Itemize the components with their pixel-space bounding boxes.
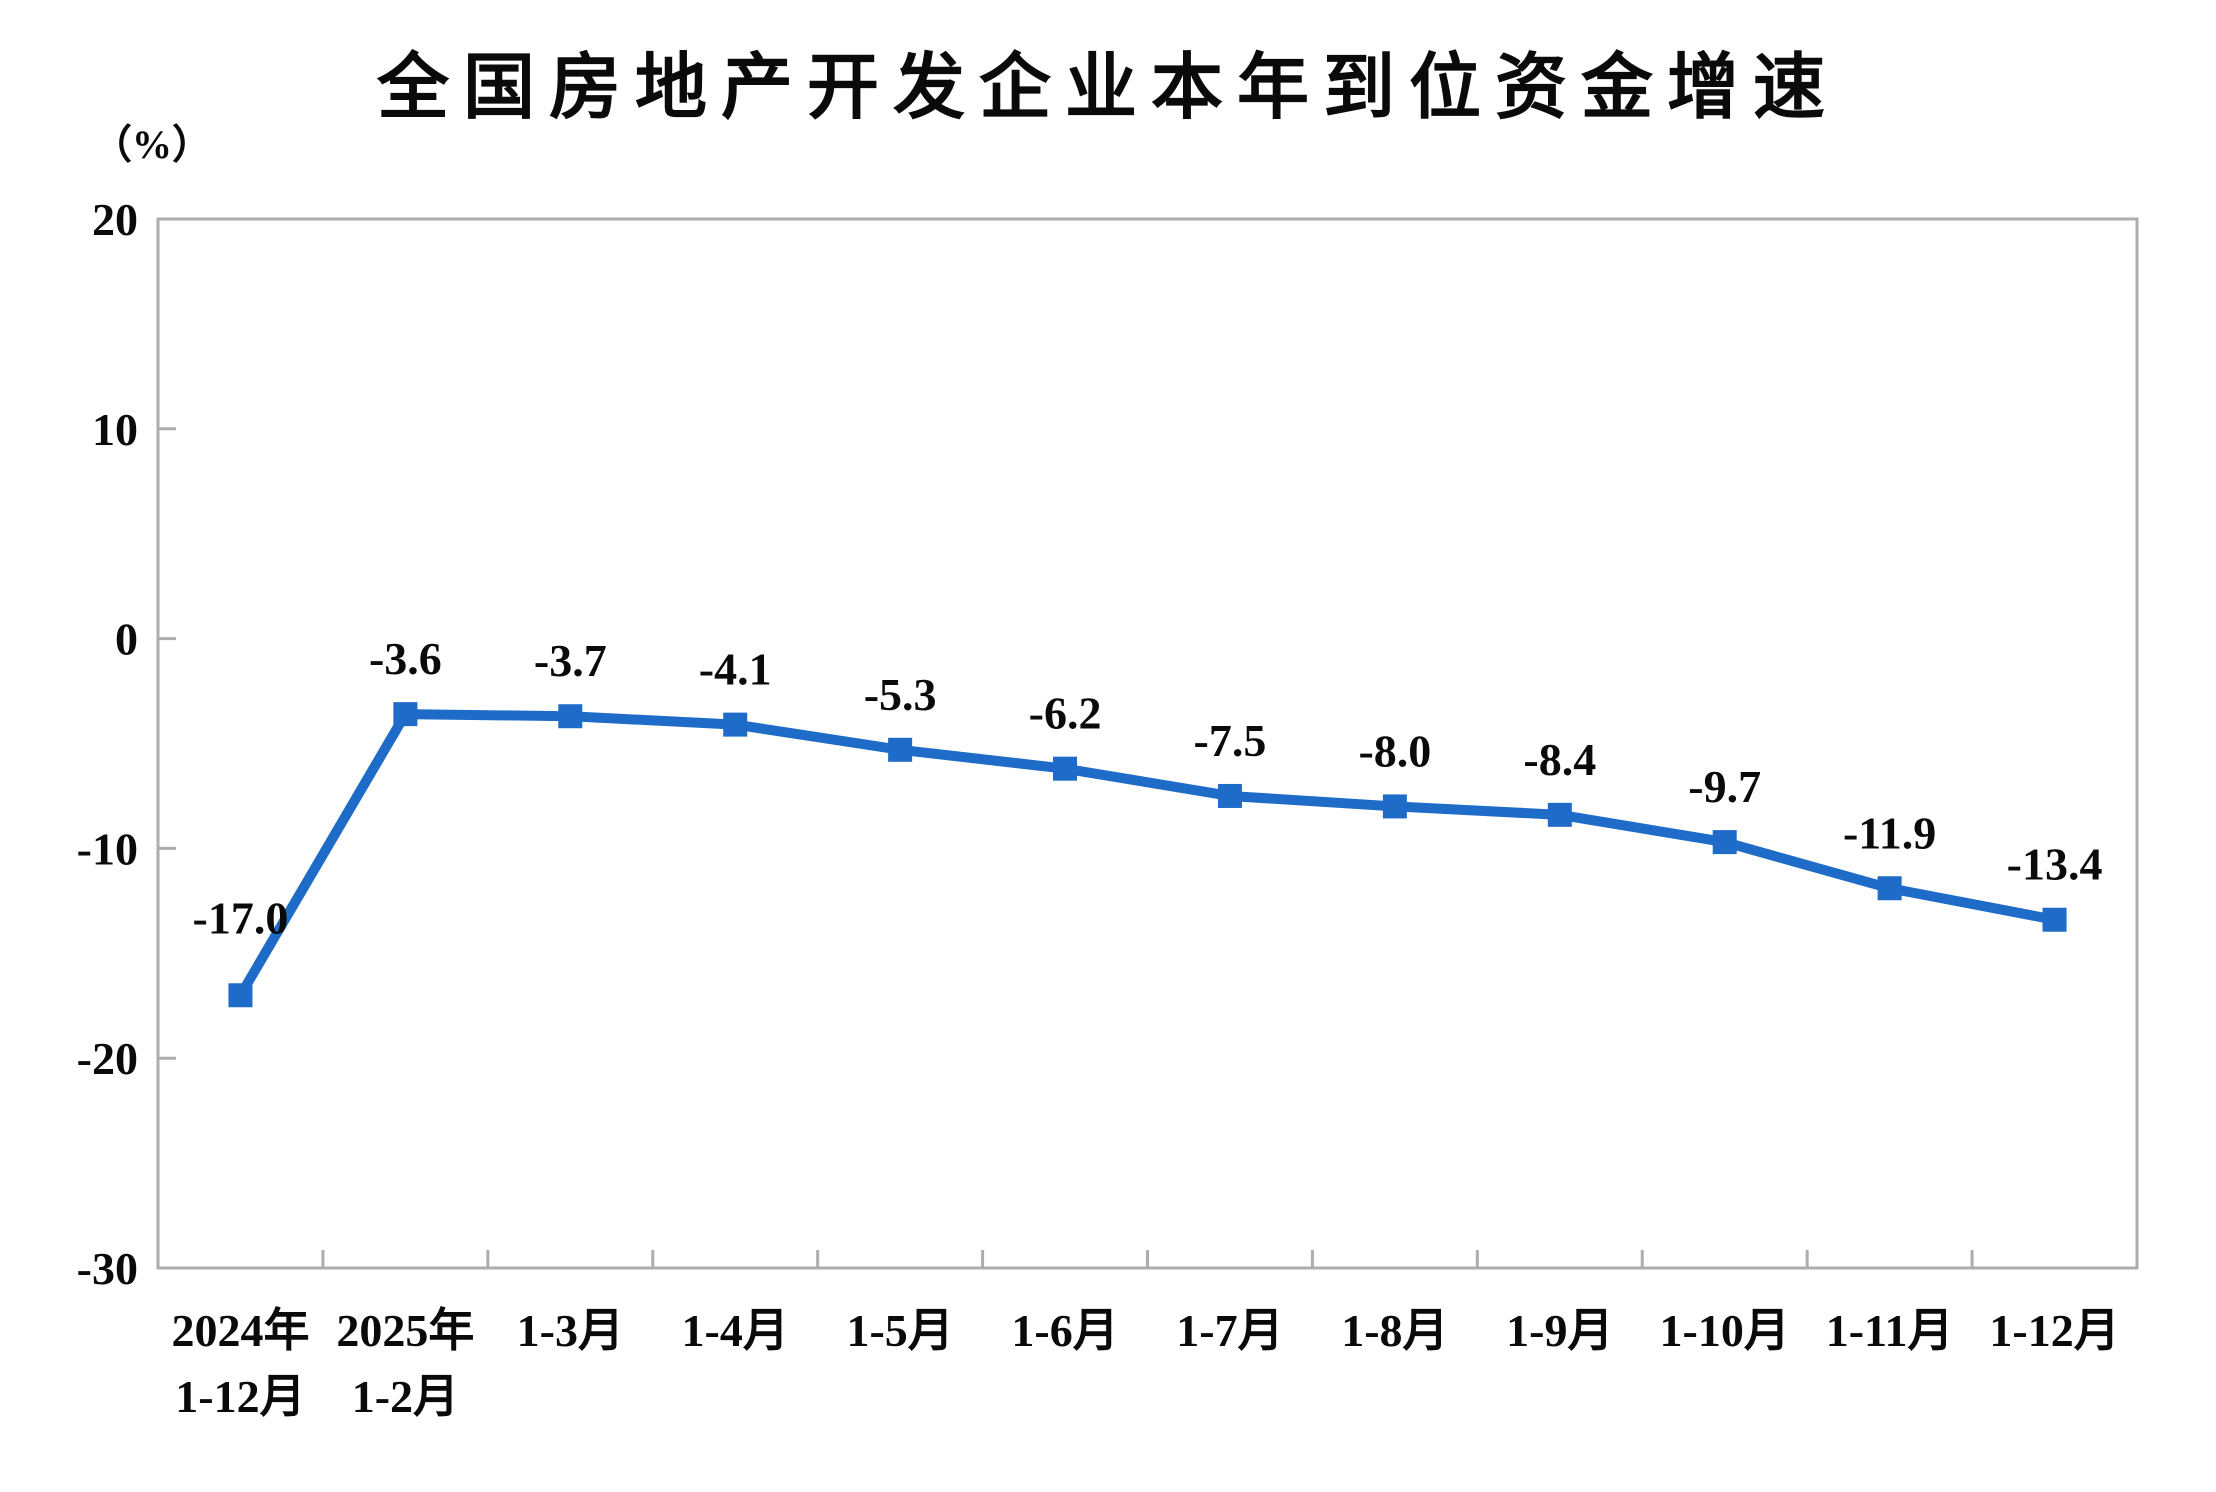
data-point-marker: [1712, 830, 1737, 855]
x-axis-category-label: 1-11月: [1826, 1305, 1954, 1356]
data-point-label: -7.5: [1194, 715, 1267, 766]
x-axis-category-label: 1-6月: [1011, 1305, 1118, 1356]
data-point-label: -5.3: [864, 669, 937, 720]
data-point-label: -8.4: [1523, 734, 1596, 785]
x-axis-category-label: 1-10月: [1660, 1305, 1790, 1356]
data-point-marker: [393, 702, 418, 727]
y-axis-unit-label: （%）: [92, 122, 212, 167]
data-point-marker: [723, 712, 748, 737]
data-point-marker: [1053, 756, 1078, 781]
y-axis-tick-label: -10: [77, 823, 138, 874]
x-axis-category-label: 2024年 1-12月: [171, 1305, 309, 1422]
x-axis-category-label: 1-4月: [682, 1305, 789, 1356]
data-point-label: -13.4: [2007, 839, 2103, 890]
data-point-label: -11.9: [1843, 807, 1936, 858]
x-axis-category-label: 1-9月: [1506, 1305, 1613, 1356]
data-point-label: -6.2: [1029, 688, 1102, 739]
y-axis-tick-label: -20: [77, 1033, 138, 1084]
data-line: [235, 709, 2060, 1001]
x-axis-category-label: 2025年 1-2月: [336, 1305, 474, 1422]
data-point-label: -4.1: [699, 644, 772, 695]
y-axis-tick-label: 20: [92, 194, 138, 245]
data-point-marker: [1217, 783, 1242, 808]
chart-title: 全国房地产开发企业本年到位资金增速: [376, 48, 1839, 128]
data-point-label: -8.0: [1358, 725, 1431, 776]
x-axis-category-label: 1-5月: [846, 1305, 953, 1356]
x-axis-category-label: 1-7月: [1176, 1305, 1283, 1356]
y-axis-tick-label: 10: [92, 404, 138, 455]
data-point-label: -3.6: [369, 633, 442, 684]
x-axis-category-label: 1-12月: [1989, 1305, 2119, 1356]
y-axis-tick-label: -30: [77, 1243, 138, 1294]
x-axis-category-label: 1-3月: [517, 1305, 624, 1356]
data-point-marker: [558, 704, 583, 729]
data-point-label: -3.7: [534, 635, 607, 686]
plot-border: [156, 217, 2139, 1270]
y-axis-tick-label: 0: [115, 614, 138, 665]
data-point-marker: [2042, 907, 2067, 932]
data-point-label: -17.0: [193, 892, 289, 943]
data-point-marker: [888, 737, 913, 762]
data-point-label: -9.7: [1688, 761, 1761, 812]
data-point-marker: [228, 983, 253, 1008]
data-point-marker: [1877, 876, 1902, 901]
x-axis-category-label: 1-8月: [1341, 1305, 1448, 1356]
data-point-marker: [1547, 802, 1572, 827]
data-point-marker: [1382, 794, 1407, 819]
